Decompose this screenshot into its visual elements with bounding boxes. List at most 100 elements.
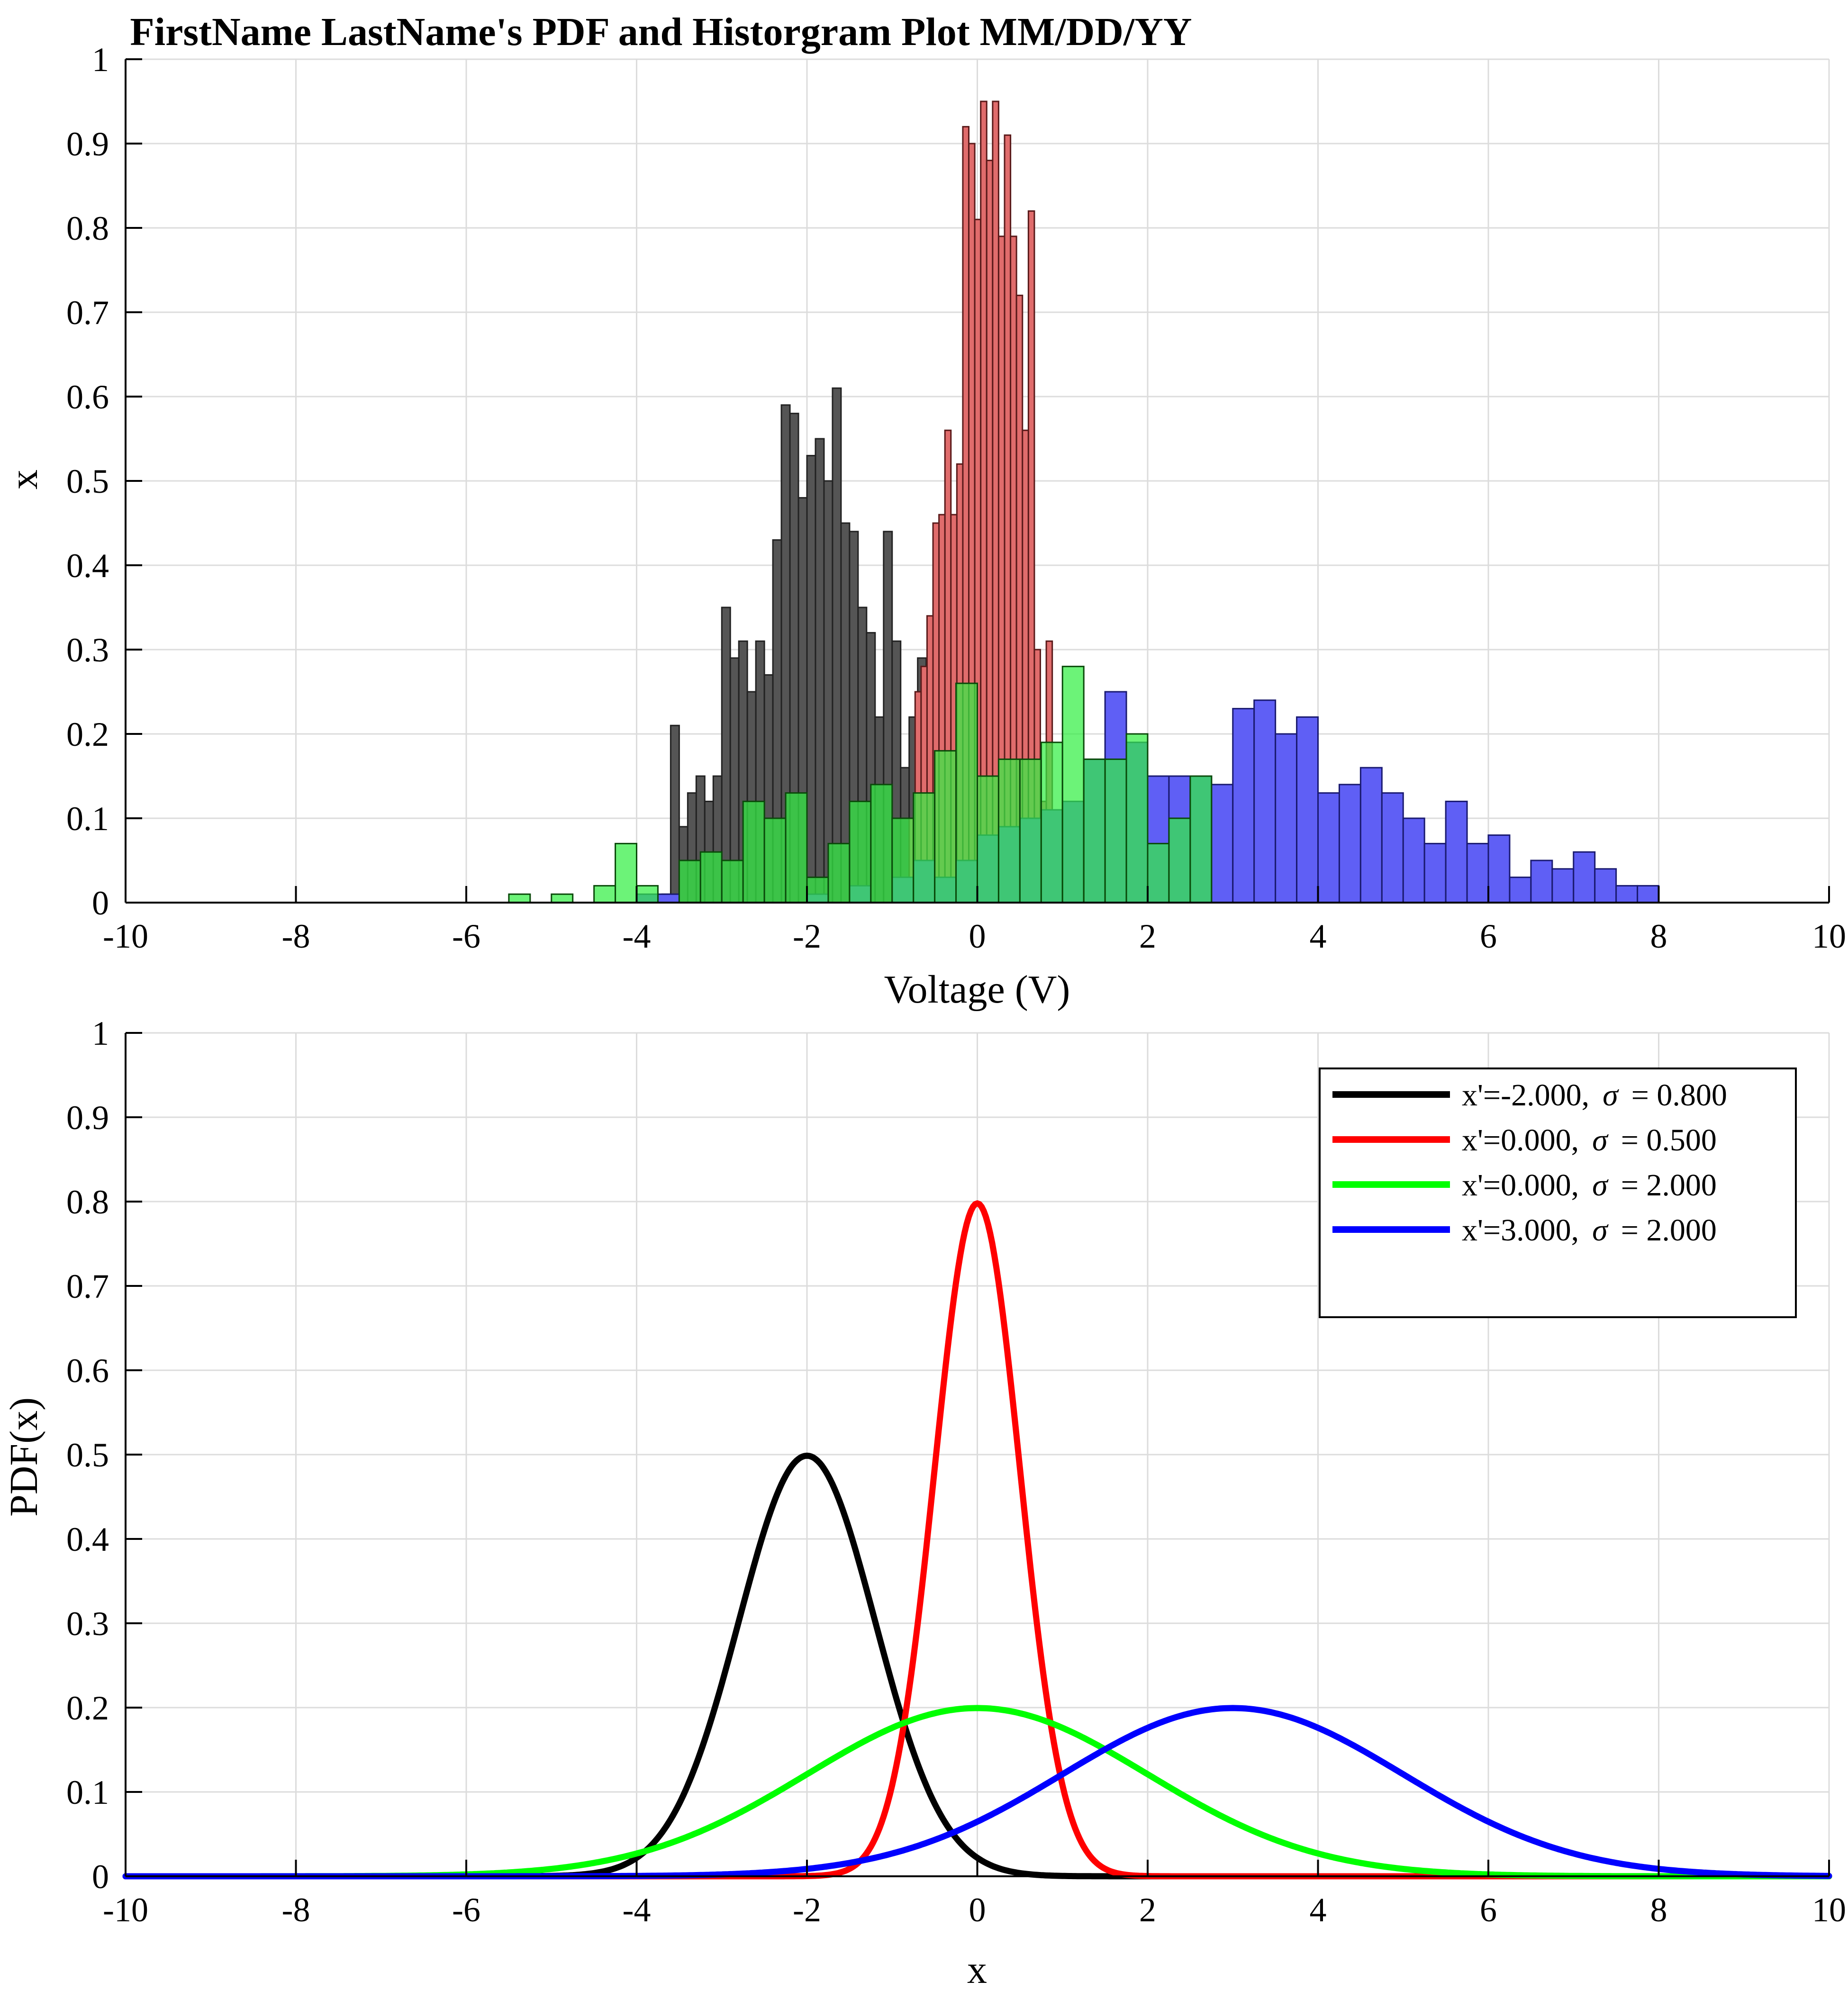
histogram-y-tick-label: 0.8 (66, 209, 109, 247)
histogram-x-tick-label: -8 (282, 917, 310, 955)
histogram-bar (849, 800, 872, 904)
pdf-x-tick-label: -10 (103, 1891, 148, 1929)
histogram-bar (1125, 733, 1149, 904)
histogram-bar (1402, 817, 1425, 904)
histogram-x-tick-label: 8 (1650, 917, 1667, 955)
histogram-bar (678, 859, 701, 904)
pdf-y-tick-label: 0.7 (66, 1267, 109, 1305)
histogram-y-tick-label: 0.4 (66, 547, 109, 585)
histogram-bar (1445, 800, 1468, 904)
pdf-y-tick-label: 0.4 (66, 1520, 109, 1558)
histogram-bar (1338, 784, 1361, 904)
histogram-bar (1423, 842, 1447, 904)
histogram-x-tick-label: -2 (793, 917, 821, 955)
histogram-bar (1189, 775, 1213, 904)
histogram-y-tick-label: 0.1 (66, 800, 109, 838)
histogram-bar (977, 775, 999, 904)
histogram-bar (721, 606, 731, 904)
histogram-bar (1487, 834, 1511, 904)
histogram-bar (1275, 733, 1298, 904)
histogram-bar (1083, 758, 1106, 904)
histogram-bar (699, 851, 723, 904)
histogram-bar (1637, 885, 1659, 904)
histogram-x-tick-label: 6 (1480, 917, 1497, 955)
legend-entry-1: x'=0.000, σ = 0.500 (1332, 1123, 1717, 1158)
pdf-y-tick-label: 1 (92, 1014, 109, 1052)
legend: x'=-2.000, σ = 0.800 x'=0.000, σ = 0.500 x'=… (1319, 1067, 1797, 1318)
histogram-y-tick-label: 0.3 (66, 631, 109, 669)
histogram-bar (785, 792, 808, 904)
histogram-y-tick-label: 0 (92, 884, 109, 922)
histogram-bar (806, 455, 816, 904)
histogram-bar (1359, 767, 1383, 904)
histogram-bar (1509, 877, 1532, 904)
histogram-bar (1296, 716, 1319, 904)
pdf-x-tick-label: -6 (452, 1891, 480, 1929)
pdf-y-tick-label: 0.8 (66, 1183, 109, 1221)
histogram-bar (763, 817, 787, 904)
histogram-bar (1594, 868, 1617, 904)
histogram-x-tick-label: 4 (1310, 917, 1327, 955)
legend-entry-2: x'=0.000, σ = 2.000 (1332, 1168, 1717, 1203)
legend-entry-3: x'=3.000, σ = 2.000 (1332, 1213, 1717, 1248)
legend-label-0: x'=-2.000, σ = 0.800 (1462, 1078, 1727, 1113)
pdf-y-tick-label: 0 (92, 1858, 109, 1896)
histogram-y-tick-label: 0.2 (66, 715, 109, 753)
histogram-bar (657, 893, 680, 904)
histogram-bar (934, 750, 957, 904)
pdf-x-tick-label: 8 (1650, 1891, 1667, 1929)
pdf-x-tick-label: 4 (1310, 1891, 1327, 1929)
histogram-y-tick-label: 0.7 (66, 294, 109, 332)
pdf-x-tick-label: -8 (282, 1891, 310, 1929)
pdf-tick-labels: -10 -8 -6 -4 -2 0 2 4 6 8 10 0 0.1 0.2 0.3 0.4 0.5 0.6 0.7… (66, 1014, 1846, 1929)
histogram-x-tick-label: -6 (452, 917, 480, 955)
histogram-bar (823, 480, 833, 904)
pdf-x-axis-label: x (967, 1948, 987, 1990)
histogram-bar (806, 877, 829, 904)
pdf-x-tick-label: 10 (1812, 1891, 1846, 1929)
histogram-bar (1530, 859, 1553, 904)
histogram-bar (1615, 885, 1639, 904)
histogram-y-tick-label: 0.6 (66, 378, 109, 416)
histogram-x-tick-label: -10 (103, 917, 148, 955)
histogram-bar (1381, 792, 1404, 904)
histogram-bar (913, 792, 936, 904)
histogram-bar (870, 784, 893, 904)
histogram-bar (832, 387, 842, 904)
legend-entry-0: x'=-2.000, σ = 0.800 (1332, 1078, 1727, 1113)
pdf-y-tick-label: 0.2 (66, 1689, 109, 1727)
histogram-bar (1211, 784, 1234, 904)
histogram-x-tick-label: -4 (623, 917, 651, 955)
pdf-x-tick-label: 2 (1139, 1891, 1156, 1929)
histogram-bar (1551, 868, 1575, 904)
pdf-y-tick-label: 0.1 (66, 1773, 109, 1811)
histogram-tick-labels: -10 -8 -6 -4 -2 0 2 4 6 8 10 0 0.1 0.2 0.3 0.4 0.5 0.6 0.7… (66, 41, 1846, 955)
histogram-bar (551, 893, 574, 904)
pdf-y-tick-label: 0.3 (66, 1605, 109, 1643)
histogram-bar (1147, 842, 1170, 904)
pdf-x-tick-label: -2 (793, 1891, 821, 1929)
pdf-y-tick-label: 0.6 (66, 1352, 109, 1390)
histogram-bar (1466, 842, 1489, 904)
pdf-axes (125, 1032, 1830, 1877)
histogram-bar (593, 885, 616, 904)
histogram-bar (1104, 758, 1127, 904)
histogram-x-tick-label: 10 (1812, 917, 1846, 955)
pdf-y-tick-label: 0.9 (66, 1099, 109, 1137)
histogram-bar (955, 682, 978, 904)
histogram-bar (742, 800, 765, 904)
histogram-bar (1573, 851, 1596, 904)
histogram-y-tick-label: 0.5 (66, 462, 109, 500)
histogram-bar (1061, 666, 1085, 904)
legend-label-3: x'=3.000, σ = 2.000 (1462, 1213, 1717, 1248)
histogram-bar (1317, 792, 1340, 904)
histogram-bar (997, 758, 1021, 904)
chart-title: FirstName LastName's PDF and Historgram … (130, 10, 1192, 54)
histogram-bar (1253, 699, 1277, 904)
histogram-bar (1019, 758, 1042, 904)
pdf-y-tick-label: 0.5 (66, 1436, 109, 1474)
pdf-x-tick-label: -4 (623, 1891, 651, 1929)
histogram-bar (670, 724, 680, 904)
histogram-bar (815, 438, 825, 904)
